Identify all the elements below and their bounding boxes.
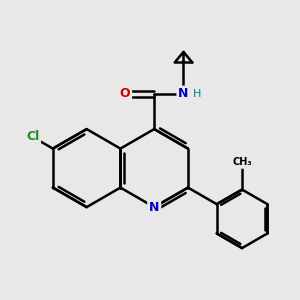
Text: Cl: Cl — [26, 130, 39, 143]
Text: H: H — [193, 89, 201, 99]
Text: O: O — [120, 88, 130, 100]
Text: N: N — [178, 88, 189, 100]
Text: N: N — [149, 201, 159, 214]
Text: CH₃: CH₃ — [232, 157, 252, 167]
